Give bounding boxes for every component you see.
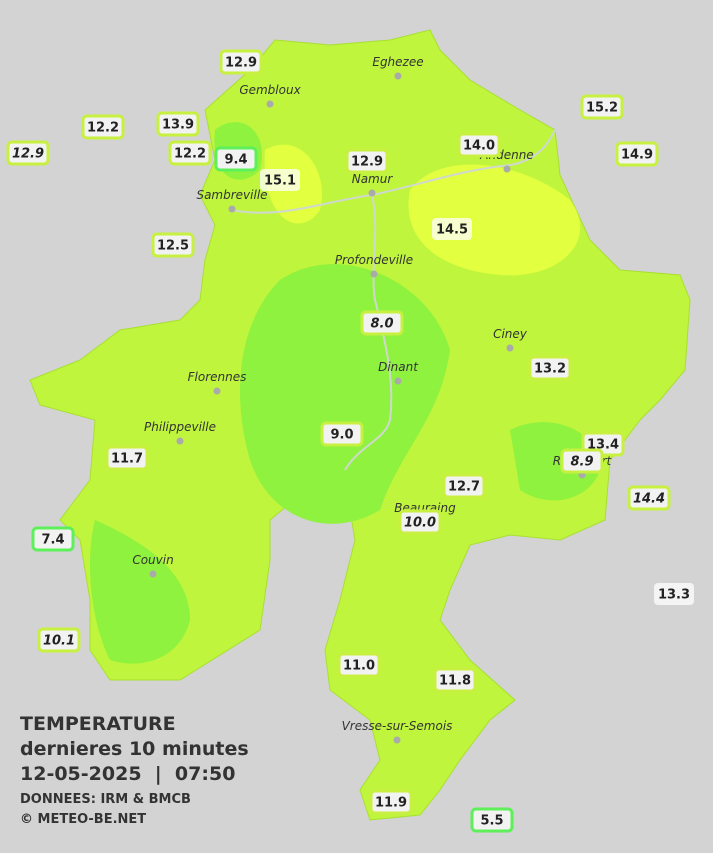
- station-box: [6, 140, 50, 166]
- station-box: [37, 627, 81, 653]
- station-value: 12.9: [351, 155, 383, 170]
- station-box: [337, 652, 381, 678]
- station-box: [31, 526, 75, 552]
- station-value: 13.3: [658, 588, 690, 603]
- station-value: 12.5: [157, 239, 189, 254]
- city-label: Profondeville: [335, 253, 413, 267]
- city-label: Sambreville: [196, 188, 267, 202]
- city-dot: [266, 100, 274, 108]
- station-box: [654, 583, 694, 605]
- station-box: [214, 146, 258, 172]
- station-value: 12.9: [225, 56, 257, 71]
- city-label: Philippeville: [144, 420, 216, 434]
- cool-zone: [510, 422, 600, 501]
- city-dot: [503, 165, 511, 173]
- station-box: [432, 218, 472, 240]
- station-box: [81, 114, 125, 140]
- cool-zone: [90, 520, 190, 664]
- city-label: Eghezee: [372, 55, 423, 69]
- station-box: [260, 169, 300, 191]
- station-value: 11.7: [111, 452, 143, 467]
- station-value: 7.4: [41, 533, 64, 548]
- station-box: [156, 111, 200, 137]
- station-value: 12.9: [12, 147, 44, 162]
- station-value: 12.7: [448, 480, 480, 495]
- city-label: Gembloux: [239, 83, 301, 97]
- station-box: [560, 448, 604, 474]
- city-label: Ciney: [493, 327, 528, 341]
- station-value: 10.0: [404, 516, 436, 531]
- station-value: 15.2: [586, 101, 618, 116]
- warm-zone: [408, 164, 581, 276]
- station-box: [168, 140, 212, 166]
- station-value: 12.2: [174, 147, 206, 162]
- river: [231, 129, 556, 471]
- station-value: 11.9: [375, 796, 407, 811]
- station-value: 15.1: [264, 174, 296, 189]
- station-value: 5.5: [480, 814, 503, 829]
- station-box: [615, 141, 659, 167]
- city-dot: [213, 387, 221, 395]
- copyright: © METEO-BE.NET: [20, 812, 146, 827]
- source: DONNEES: IRM & BMCB: [20, 792, 191, 807]
- city-label: Florennes: [188, 370, 247, 384]
- station-value: 10.1: [43, 634, 75, 649]
- station-value: 14.9: [621, 148, 653, 163]
- city-dot: [176, 437, 184, 445]
- station-box: [528, 355, 572, 381]
- city-label: Namur: [352, 172, 394, 186]
- city-dot: [506, 344, 514, 352]
- datetime: 12-05-2025 | 07:50: [20, 763, 235, 785]
- station-box: [219, 49, 263, 75]
- city-dot: [394, 72, 402, 80]
- station-box: [369, 789, 413, 815]
- station-value: 14.5: [436, 223, 468, 238]
- title: TEMPERATURE: [20, 713, 176, 735]
- station-box: [470, 807, 514, 833]
- station-box: [151, 232, 195, 258]
- city-dot: [149, 570, 157, 578]
- station-value: 11.8: [439, 674, 471, 689]
- station-value: 9.0: [330, 428, 353, 443]
- station-box: [320, 421, 364, 447]
- station-value: 11.0: [343, 659, 375, 674]
- city-label: Couvin: [132, 553, 173, 567]
- city-dot: [370, 270, 378, 278]
- station-box: [627, 485, 671, 511]
- city-dot: [228, 205, 236, 213]
- station-box: [442, 473, 486, 499]
- city-dot: [394, 377, 402, 385]
- station-box: [345, 148, 389, 174]
- station-box: [360, 310, 404, 336]
- station-box: [398, 509, 442, 535]
- city-label: Vresse-sur-Semois: [342, 719, 453, 733]
- station-box: [433, 667, 477, 693]
- station-value: 14.4: [633, 492, 665, 507]
- subtitle: dernieres 10 minutes: [20, 738, 249, 760]
- station-value: 13.9: [162, 118, 194, 133]
- city-dot: [393, 736, 401, 744]
- station-value: 8.0: [370, 317, 393, 332]
- station-box: [105, 445, 149, 471]
- station-value: 8.9: [570, 455, 593, 470]
- station-box: [580, 94, 624, 120]
- station-value: 12.2: [87, 121, 119, 136]
- city-label: Dinant: [378, 360, 419, 374]
- station-box: [457, 132, 501, 158]
- station-value: 9.4: [224, 153, 247, 168]
- station-value: 14.0: [463, 139, 495, 154]
- city-dot: [368, 189, 376, 197]
- station-value: 13.2: [534, 362, 566, 377]
